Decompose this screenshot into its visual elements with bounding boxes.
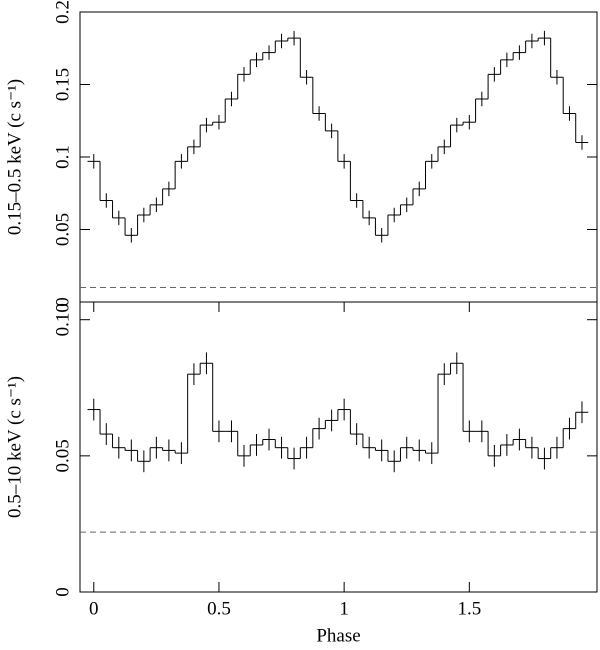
- y-tick-label: 0.10: [52, 303, 73, 336]
- x-axis-label: Phase: [316, 625, 360, 646]
- y-axis-label: 0.15–0.5 keV (c s⁻¹): [4, 79, 25, 235]
- y-tick-label: 0: [52, 587, 73, 597]
- y-tick-label: 0: [52, 297, 73, 307]
- y-axis-label: 0.5–10 keV (c s⁻¹): [4, 376, 25, 518]
- x-tick-label: 1: [339, 598, 349, 619]
- y-tick-label: 0.15: [52, 68, 73, 101]
- y-tick-label: 0.05: [52, 213, 73, 246]
- x-tick-label: 1.5: [457, 598, 481, 619]
- y-tick-label: 0.1: [52, 145, 73, 169]
- x-tick-label: 0: [89, 598, 99, 619]
- plot-frame: [79, 301, 598, 593]
- y-tick-label: 0.2: [52, 0, 73, 24]
- x-tick-label: 0.5: [207, 598, 231, 619]
- y-tick-label: 0.05: [52, 439, 73, 472]
